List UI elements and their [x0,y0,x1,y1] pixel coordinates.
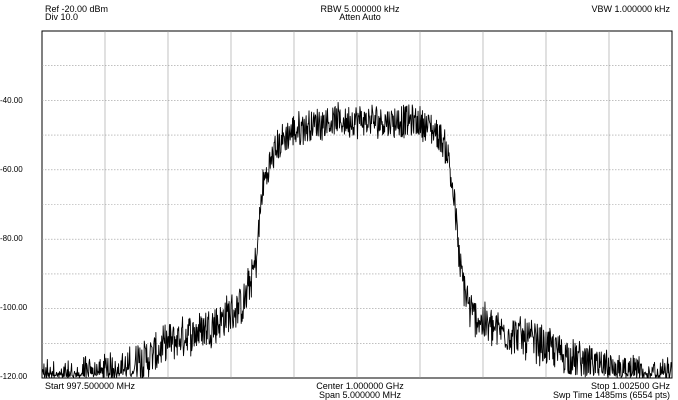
y-tick-label: -60.00 [0,165,23,174]
span-label: Span 5.000000 MHz [318,390,402,400]
atten-label: Atten Auto [339,12,381,22]
div-label: Div 10.0 [45,12,79,22]
spectrum-trace [41,102,673,379]
vbw-label: VBW 1.000000 kHz [591,4,670,14]
y-tick-label: -40.00 [0,96,23,105]
center-freq-label: Center 1.000000 GHz [316,381,404,391]
rbw-label: RBW 5.000000 kHz [320,4,400,14]
sweep-time-label: Swp Time 1485ms (6554 pts) [552,390,670,400]
stop-freq-label: Stop 1.002500 GHz [590,381,670,391]
start-freq-label: Start 997.500000 MHz [45,381,136,391]
y-tick-label: -80.00 [0,234,23,243]
ref-level-label: Ref -20.00 dBm [45,4,109,14]
y-tick-label: -100.00 [0,303,28,312]
y-tick-label: -120.00 [0,372,28,381]
